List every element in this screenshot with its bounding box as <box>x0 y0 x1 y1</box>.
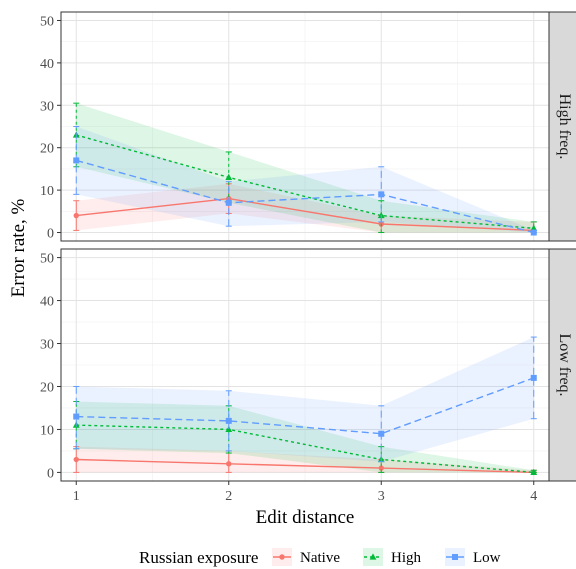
series-line-low <box>76 377 535 435</box>
y-tick-label: 20 <box>40 142 54 157</box>
point-low <box>225 417 232 424</box>
y-tick-label: 30 <box>40 99 54 114</box>
legend-item-low: Low <box>445 548 501 566</box>
y-tick-label: 40 <box>40 295 54 310</box>
point-low <box>225 199 232 206</box>
facet-strip-label: Low freq. <box>556 333 573 396</box>
y-tick-label: 0 <box>47 227 54 242</box>
point-low <box>73 413 80 420</box>
point-low <box>530 229 537 236</box>
legend-label-low: Low <box>473 550 501 566</box>
point-high <box>225 425 233 433</box>
point-high <box>225 173 233 180</box>
y-tick-label: 50 <box>40 252 54 267</box>
legend-label-native: Native <box>300 550 340 566</box>
series-line-native <box>76 458 534 474</box>
series-line-high <box>76 134 534 229</box>
point-native <box>226 461 232 467</box>
series-line-native <box>76 197 534 232</box>
y-tick-label: 30 <box>40 338 54 353</box>
x-tick-label: 4 <box>530 489 537 504</box>
legend-title: Russian exposure <box>139 548 258 567</box>
point-low <box>378 430 385 437</box>
y-tick-label: 0 <box>47 466 54 481</box>
legend-key-point <box>279 554 285 560</box>
facet-strip <box>548 248 576 482</box>
legend: Russian exposure Native High Low <box>139 548 501 567</box>
legend-item-high: High <box>363 548 422 566</box>
point-native <box>73 212 79 219</box>
x-tick-label: 2 <box>225 489 232 504</box>
x-axis-ticks: 1 2 3 4 <box>73 481 537 504</box>
ribbon-low <box>76 126 534 233</box>
x-tick-label: 3 <box>378 489 385 504</box>
y-tick-label: 10 <box>40 184 54 199</box>
ribbon-low <box>76 337 534 462</box>
y-axis-title: Error rate, % <box>8 199 29 298</box>
series-line-high <box>76 424 534 474</box>
y-tick-label: 20 <box>40 380 54 395</box>
point-native <box>73 456 79 463</box>
legend-item-native: Native <box>272 548 340 566</box>
point-low <box>73 157 80 164</box>
y-tick-label: 50 <box>40 14 54 29</box>
facet-strip <box>548 11 576 242</box>
ribbon-high <box>76 103 534 233</box>
y-tick-label: 10 <box>40 423 54 438</box>
facet-panel-2: 0 10 20 30 40 50 Low freq. <box>40 248 576 482</box>
ribbon-native <box>76 183 534 233</box>
point-high <box>530 468 538 476</box>
facet-strip-label: High freq. <box>556 94 573 160</box>
y-tick-label: 40 <box>40 57 54 72</box>
point-low <box>530 374 537 381</box>
point-low <box>378 191 385 198</box>
series-line-low <box>76 159 534 234</box>
x-tick-label: 1 <box>73 489 80 504</box>
legend-key-point <box>369 553 377 560</box>
legend-key-point <box>452 554 458 560</box>
point-native <box>378 465 384 471</box>
legend-label-high: High <box>391 550 422 566</box>
x-axis-title: Edit distance <box>256 507 355 528</box>
ribbon-native <box>76 446 534 473</box>
facet-panel-1: 0 10 20 30 40 50 High freq. <box>40 11 576 242</box>
panels: 0 10 20 30 40 50 High freq. 0 10 20 30 40 50 Low freq… <box>40 11 576 482</box>
point-high <box>530 224 538 231</box>
